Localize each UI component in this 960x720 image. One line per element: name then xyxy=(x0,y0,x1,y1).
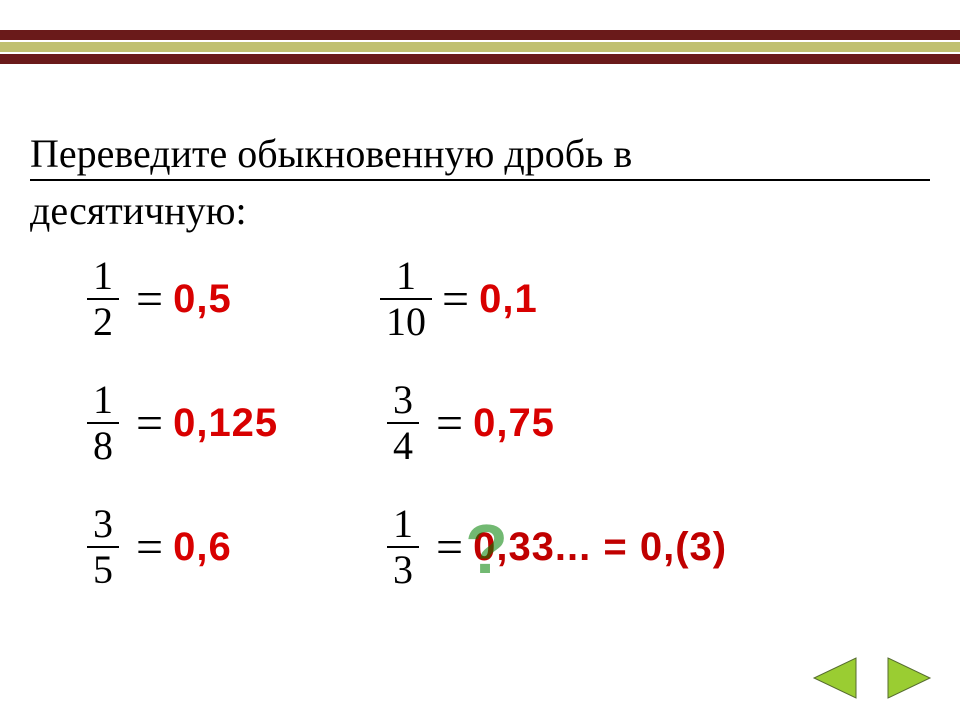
fraction-denominator: 2 xyxy=(87,298,119,342)
decimal-answer: 0,1 xyxy=(479,277,538,322)
fraction-numerator: 1 xyxy=(390,256,422,298)
fraction-denominator: 5 xyxy=(87,546,119,590)
fraction-denominator: 3 xyxy=(387,546,419,590)
math-cell: 1 10 = 0,1 xyxy=(380,256,900,342)
fraction-numerator: 1 xyxy=(87,380,119,422)
title-block: Переведите обыкновенную дробь в десятичн… xyxy=(30,130,930,234)
math-row: 1 8 = 0,125 3 4 = 0,75 xyxy=(80,374,900,472)
fraction: 1 3 xyxy=(380,504,426,590)
fraction-denominator: 10 xyxy=(380,298,432,342)
fraction-denominator: 8 xyxy=(87,422,119,466)
answer-with-overlay: ? 0,33... = 0,(3) xyxy=(473,525,727,570)
fraction-numerator: 3 xyxy=(87,504,119,546)
fraction: 1 8 xyxy=(80,380,126,466)
equals-sign: = xyxy=(136,396,163,451)
prev-button[interactable] xyxy=(812,656,858,700)
decimal-answer: 0,33... = 0,(3) xyxy=(473,525,727,570)
nav-controls xyxy=(812,656,932,700)
next-button[interactable] xyxy=(886,656,932,700)
decimal-answer: 0,5 xyxy=(173,277,232,322)
decimal-answer: 0,6 xyxy=(173,525,232,570)
math-cell: 1 3 = ? 0,33... = 0,(3) xyxy=(380,504,900,590)
fraction-numerator: 1 xyxy=(87,256,119,298)
math-cell: 3 5 = 0,6 xyxy=(80,504,380,590)
math-row: 3 5 = 0,6 1 3 = ? 0,33... = 0,(3) xyxy=(80,498,900,596)
title-line-2: десятичную: xyxy=(30,187,930,234)
decor-band-2 xyxy=(0,42,960,52)
fraction: 3 5 xyxy=(80,504,126,590)
fraction: 3 4 xyxy=(380,380,426,466)
math-cell: 1 2 = 0,5 xyxy=(80,256,380,342)
math-cell: 1 8 = 0,125 xyxy=(80,380,380,466)
arrow-left-icon xyxy=(812,656,858,700)
equals-sign: = xyxy=(436,520,463,575)
math-cell: 3 4 = 0,75 xyxy=(380,380,900,466)
equals-sign: = xyxy=(136,272,163,327)
math-row: 1 2 = 0,5 1 10 = 0,1 xyxy=(80,250,900,348)
math-area: 1 2 = 0,5 1 10 = 0,1 1 8 = 0,125 3 xyxy=(80,250,900,622)
title-line-1: Переведите обыкновенную дробь в xyxy=(30,130,930,181)
fraction-numerator: 3 xyxy=(387,380,419,422)
fraction-numerator: 1 xyxy=(387,504,419,546)
arrow-right-icon xyxy=(886,656,932,700)
equals-sign: = xyxy=(136,520,163,575)
fraction-denominator: 4 xyxy=(387,422,419,466)
decor-band-3 xyxy=(0,54,960,64)
decimal-answer: 0,75 xyxy=(473,401,555,446)
fraction: 1 10 xyxy=(380,256,432,342)
fraction: 1 2 xyxy=(80,256,126,342)
equals-sign: = xyxy=(442,272,469,327)
decimal-answer: 0,125 xyxy=(173,401,278,446)
decor-band-1 xyxy=(0,30,960,40)
equals-sign: = xyxy=(436,396,463,451)
